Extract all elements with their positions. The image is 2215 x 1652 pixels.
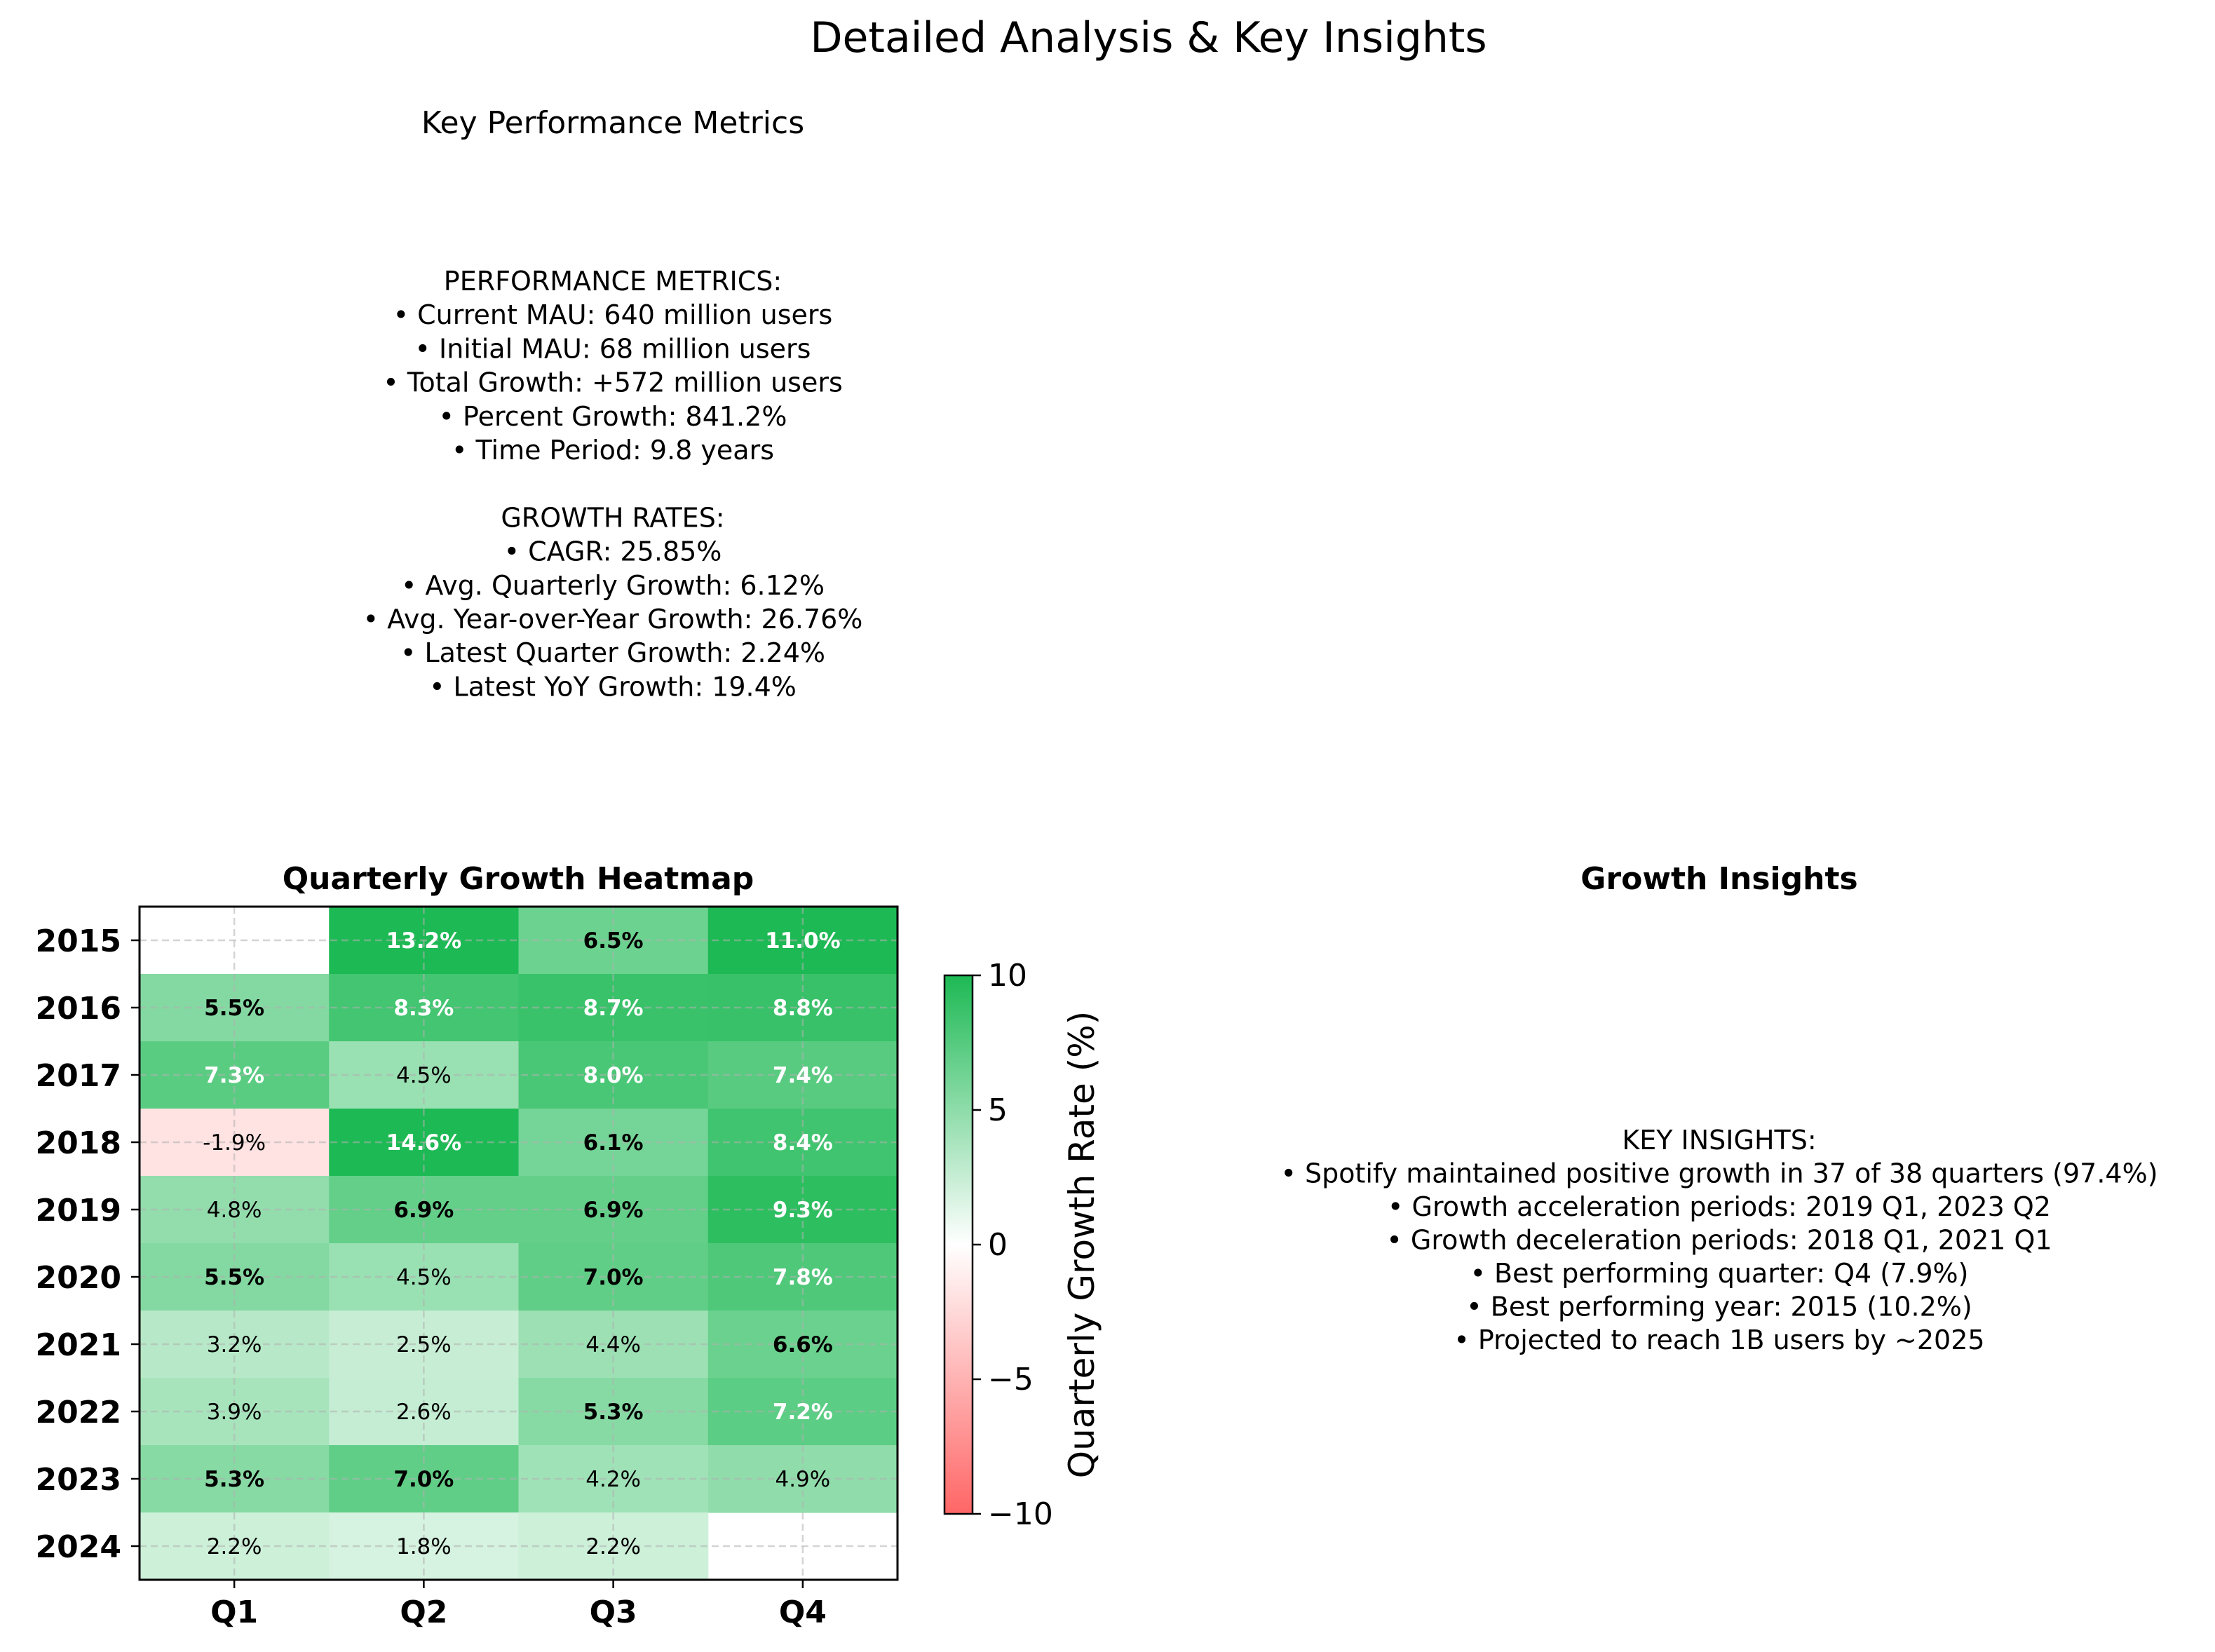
- y-tick-label: 2024: [36, 1529, 121, 1565]
- y-tick-label: 2016: [36, 991, 121, 1027]
- heatmap-cell-label: 3.9%: [207, 1400, 262, 1425]
- heatmap-cell-label: 8.3%: [393, 996, 454, 1021]
- insights-line: • Best performing quarter: Q4 (7.9%): [1470, 1258, 1969, 1289]
- insights-panel-title: Growth Insights: [1580, 861, 1857, 897]
- heatmap-cell-label: 6.5%: [583, 928, 644, 954]
- x-tick-label: Q4: [779, 1595, 827, 1630]
- heatmap-frame: [138, 905, 899, 1581]
- heatmap-cell-label: 3.2%: [207, 1332, 262, 1358]
- y-tick-label: 2017: [36, 1058, 121, 1094]
- insights-line: KEY INSIGHTS:: [1622, 1125, 1816, 1156]
- heatmap-cell-label: 8.4%: [773, 1130, 833, 1156]
- heatmap-cell-label: 6.9%: [583, 1198, 644, 1223]
- heatmap-cell-label: 14.6%: [386, 1130, 462, 1156]
- heatmap-cell-label: 7.0%: [393, 1467, 454, 1492]
- metrics-panel-title: Key Performance Metrics: [421, 105, 804, 141]
- insights-text-block: KEY INSIGHTS:• Spotify maintained positi…: [1280, 1125, 2158, 1355]
- metrics-line: • Percent Growth: 841.2%: [439, 401, 787, 432]
- colorbar-tick-label: −5: [988, 1362, 1034, 1397]
- heatmap-cell-label: 7.2%: [773, 1400, 833, 1425]
- metrics-line: • Current MAU: 640 million users: [393, 299, 833, 330]
- heatmap-cell-label: 2.2%: [207, 1534, 262, 1559]
- heatmap-title: Quarterly Growth Heatmap: [283, 861, 754, 897]
- y-tick-label: 2021: [36, 1327, 121, 1363]
- x-tick-label: Q3: [590, 1595, 637, 1630]
- heatmap-cell-label: 11.0%: [765, 928, 841, 954]
- insights-line: • Spotify maintained positive growth in …: [1280, 1158, 2158, 1189]
- metrics-line: • Latest Quarter Growth: 2.24%: [400, 637, 825, 668]
- heatmap-cell-label: 6.1%: [583, 1130, 644, 1156]
- heatmap-cell-label: 4.5%: [396, 1265, 452, 1290]
- heatmap-cell-label: 8.7%: [583, 996, 644, 1021]
- heatmap-cell-label: 8.0%: [583, 1063, 644, 1088]
- colorbar-label: Quarterly Growth Rate (%): [1062, 1011, 1102, 1478]
- insights-line: • Growth acceleration periods: 2019 Q1, …: [1388, 1191, 2051, 1222]
- heatmap-cell-label: 8.8%: [773, 996, 833, 1021]
- metrics-line: • Avg. Quarterly Growth: 6.12%: [401, 570, 825, 601]
- colorbar-gradient: [943, 974, 974, 1515]
- metrics-line: GROWTH RATES:: [501, 502, 724, 533]
- x-tick-label: Q1: [210, 1595, 258, 1630]
- insights-line: • Best performing year: 2015 (10.2%): [1466, 1292, 1972, 1322]
- metrics-line: • Latest YoY Growth: 19.4%: [429, 671, 797, 702]
- metrics-line: • CAGR: 25.85%: [504, 536, 722, 567]
- heatmap-cell-label: 7.8%: [773, 1265, 833, 1290]
- y-tick-label: 2020: [36, 1260, 121, 1296]
- insights-line: • Projected to reach 1B users by ~2025: [1454, 1325, 1984, 1355]
- heatmap-cell-label: 13.2%: [386, 928, 462, 954]
- heatmap-cell-labels: 13.2% 6.5% 11.0% 5.5% 8.3% 8.7% 8.8% 7.3% 4.5% 8.…: [203, 928, 841, 1559]
- x-tick-label: Q2: [400, 1595, 447, 1630]
- colorbar-tick-label: 5: [988, 1092, 1008, 1128]
- heatmap-grid: [140, 907, 897, 1580]
- colorbar-axis: 10 5 0 −5 −10: [973, 958, 1053, 1532]
- heatmap-cell-label: 4.8%: [207, 1198, 262, 1223]
- heatmap-cell-label: 6.9%: [393, 1198, 454, 1223]
- heatmap-cell-label: 6.6%: [773, 1332, 833, 1358]
- heatmap-cell-label: 7.3%: [204, 1063, 264, 1088]
- heatmap-cell-label: 5.3%: [583, 1400, 644, 1425]
- metrics-line: • Avg. Year-over-Year Growth: 26.76%: [363, 604, 863, 635]
- colorbar-tick-label: 10: [988, 958, 1027, 994]
- insights-line: • Growth deceleration periods: 2018 Q1, …: [1386, 1225, 2052, 1256]
- heatmap-x-axis: Q1 Q2 Q3 Q4: [210, 1580, 827, 1630]
- heatmap-cell-label: 4.9%: [775, 1467, 830, 1492]
- heatmap-cell-label: 5.5%: [204, 1265, 264, 1290]
- figure-title: Detailed Analysis & Key Insights: [810, 13, 1486, 62]
- colorbar-tick-label: −10: [988, 1496, 1053, 1532]
- heatmap-cell-label: -1.9%: [203, 1130, 266, 1156]
- metrics-line: • Total Growth: +572 million users: [383, 367, 843, 398]
- heatmap-cell-label: 2.2%: [585, 1534, 641, 1559]
- metrics-line: PERFORMANCE METRICS:: [444, 266, 782, 297]
- heatmap-cell-label: 2.6%: [396, 1400, 452, 1425]
- heatmap-cell-label: 4.5%: [396, 1063, 452, 1088]
- heatmap-cell-label: 9.3%: [773, 1198, 833, 1223]
- colorbar-tick-label: 0: [988, 1227, 1008, 1263]
- heatmap-cell-label: 7.0%: [583, 1265, 644, 1290]
- heatmap-cell-label: 1.8%: [396, 1534, 452, 1559]
- heatmap-cell-label: 5.5%: [204, 996, 264, 1021]
- y-tick-label: 2019: [36, 1193, 121, 1228]
- heatmap-y-axis: 2015 2016 2017 2018 2019 2020 2021 2022 2023 2024: [36, 923, 140, 1565]
- heatmap-cell-label: 5.3%: [204, 1467, 264, 1492]
- heatmap-cell-label: 7.4%: [773, 1063, 833, 1088]
- y-tick-label: 2022: [36, 1395, 121, 1430]
- heatmap-cell-label: 4.4%: [585, 1332, 641, 1358]
- metrics-line: • Time Period: 9.8 years: [452, 435, 774, 466]
- y-tick-label: 2023: [36, 1462, 121, 1498]
- metrics-text-block: PERFORMANCE METRICS:• Current MAU: 640 m…: [363, 266, 863, 702]
- y-tick-label: 2018: [36, 1125, 121, 1161]
- heatmap-cell-label: 2.5%: [396, 1332, 452, 1358]
- heatmap-cell-label: 4.2%: [585, 1467, 641, 1492]
- metrics-line: • Initial MAU: 68 million users: [415, 333, 811, 364]
- y-tick-label: 2015: [36, 923, 121, 959]
